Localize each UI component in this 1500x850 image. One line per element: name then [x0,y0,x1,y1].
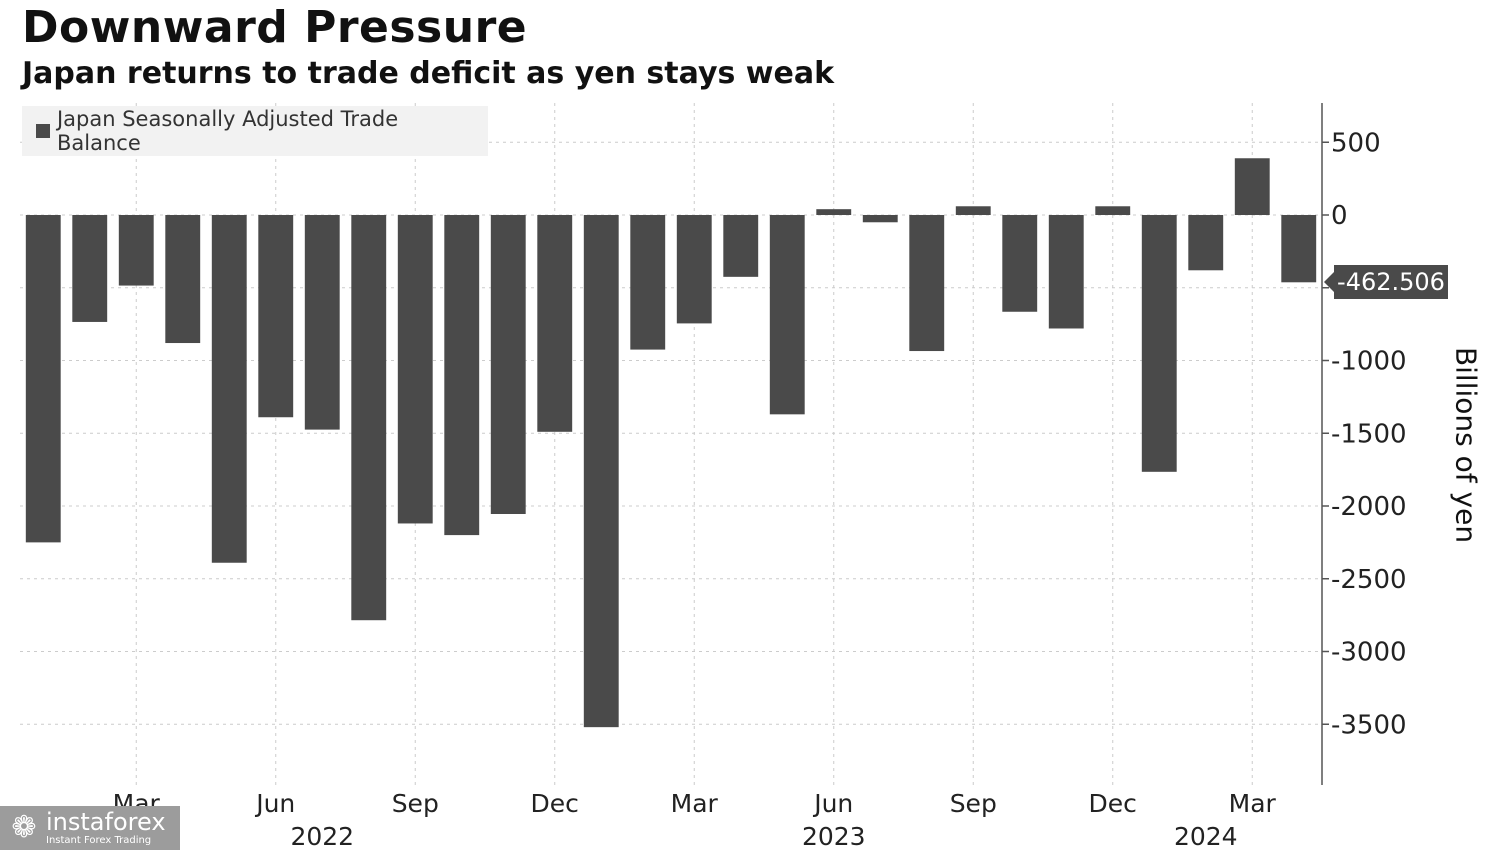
bar [816,209,852,215]
chart-subtitle: Japan returns to trade deficit as yen st… [22,56,835,91]
last-value-callout: -462.506 [1324,265,1448,300]
legend-swatch [36,124,50,138]
bar [397,215,433,524]
watermark-name: instaforex [46,808,166,836]
bar [630,215,666,350]
x-year-label: 2024 [1174,822,1238,850]
bar [165,215,201,344]
bar [1048,215,1084,329]
y-tick-label: 500 [1331,128,1381,158]
bar [211,215,247,563]
bar [1188,215,1224,271]
x-tick-label: Mar [671,789,719,818]
y-tick-label: -1000 [1331,347,1407,377]
watermark-tagline: Instant Forex Trading [46,835,152,846]
bar [118,215,154,286]
x-tick-label: Dec [531,789,579,818]
x-tick-label: Sep [392,789,439,818]
legend-label: Japan Seasonally Adjusted Trade Balance [56,107,399,155]
bar [490,215,526,515]
bar [25,215,61,543]
x-tick-label: Dec [1089,789,1137,818]
bar [862,215,898,223]
bar [955,206,991,215]
y-tick-label: -3500 [1331,710,1407,740]
x-tick-label: Jun [254,789,295,818]
bar [769,215,805,415]
y-axis-title: Billions of yen [1449,346,1483,544]
y-tick-label: -2500 [1331,565,1407,595]
watermark: ❁ instaforex Instant Forex Trading [0,806,180,850]
x-tick-label: Mar [1229,789,1277,818]
bar [258,215,294,418]
bar [909,215,945,352]
bar [304,215,340,430]
bar [444,215,480,536]
bar [1234,158,1270,215]
x-year-label: 2023 [802,822,866,850]
y-tick-label: -2000 [1331,492,1407,522]
bar [537,215,573,432]
legend: Japan Seasonally Adjusted Trade Balance [22,106,488,156]
last-value-label: -462.506 [1334,265,1448,300]
y-tick-label: -1500 [1331,419,1407,449]
instaforex-logo-icon: ❁ [11,810,37,845]
y-tick-label: 0 [1331,201,1348,231]
bar [1281,215,1317,283]
callout-arrow [1324,272,1334,293]
bar [1002,215,1038,312]
y-tick-label: -3000 [1331,638,1407,668]
x-tick-label: Sep [950,789,997,818]
bar [1095,206,1131,215]
bar [723,215,759,277]
x-year-label: 2022 [290,822,354,850]
bar [351,215,387,621]
x-tick-label: Jun [812,789,853,818]
chart-title: Downward Pressure [22,2,528,53]
bar [1141,215,1177,472]
bar [72,215,108,322]
bar [583,215,619,728]
bar [676,215,712,324]
